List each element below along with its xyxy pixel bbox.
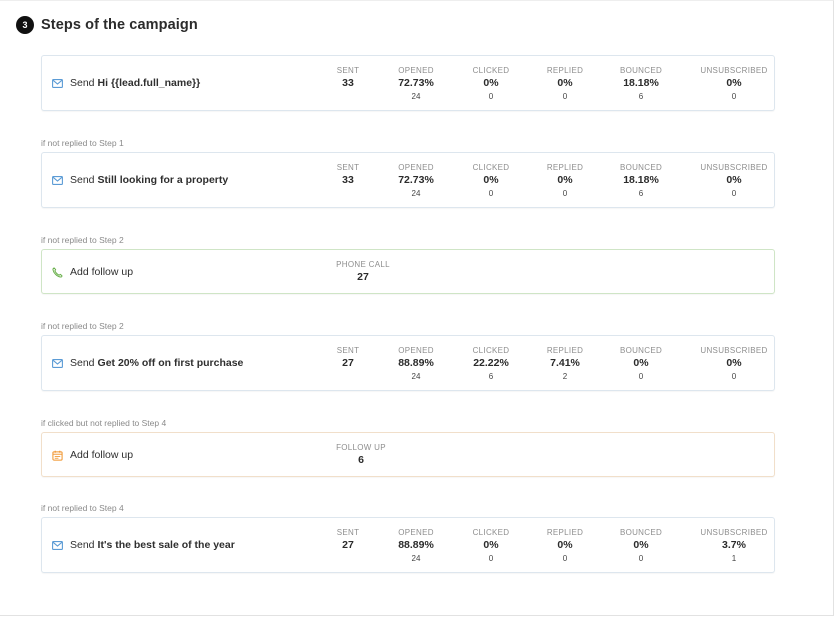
step-1-subject: Hi {{lead.full_name}} (97, 77, 201, 89)
step-card-4[interactable]: Send Get 20% off on first purchase SENT 2… (41, 335, 775, 391)
section-header: 3 Steps of the campaign (16, 16, 198, 34)
follow-up-icon (51, 449, 63, 461)
stat-replied: REPLIED 0% 0 (546, 163, 584, 198)
envelope-icon (51, 539, 63, 551)
step-card-6[interactable]: Send It's the best sale of the year SENT… (41, 517, 775, 573)
step-2-action: Send (70, 174, 95, 186)
step-5-label: Add follow up (51, 449, 133, 461)
step-4-label: Send Get 20% off on first purchase (51, 357, 243, 369)
stat-opened: OPENED 72.73% 24 (398, 66, 434, 101)
step-6-condition: if not replied to Step 4 (41, 503, 124, 513)
stat-clicked: CLICKED 0% 0 (472, 528, 510, 563)
stat-unsubscribed: UNSUBSCRIBED 0% 0 (700, 346, 768, 381)
stat-sent: SENT 33 (336, 66, 360, 89)
stat-phone-call: PHONE CALL 27 (336, 260, 390, 283)
stat-unsubscribed: UNSUBSCRIBED 0% 0 (700, 66, 768, 101)
stat-replied: REPLIED 0% 0 (546, 66, 584, 101)
step-3-label: Add follow up (51, 266, 133, 278)
envelope-icon (51, 77, 63, 89)
stat-clicked: CLICKED 22.22% 6 (472, 346, 510, 381)
stat-clicked: CLICKED 0% 0 (472, 163, 510, 198)
step-card-5[interactable]: Add follow up FOLLOW UP 6 (41, 432, 775, 477)
stat-replied: REPLIED 7.41% 2 (546, 346, 584, 381)
step-4-action: Send (70, 357, 95, 369)
stat-bounced: BOUNCED 18.18% 6 (619, 66, 663, 101)
stat-opened: OPENED 88.89% 24 (398, 346, 434, 381)
stat-clicked: CLICKED 0% 0 (472, 66, 510, 101)
phone-icon (51, 266, 63, 278)
step-4-condition: if not replied to Step 2 (41, 321, 124, 331)
step-5-action: Add follow up (70, 449, 134, 461)
stat-sent: SENT 27 (336, 346, 360, 369)
envelope-icon (51, 357, 63, 369)
stat-opened: OPENED 88.89% 24 (398, 528, 434, 563)
step-3-condition: if not replied to Step 2 (41, 235, 124, 245)
step-1-label: Send Hi {{lead.full_name}} (51, 77, 200, 89)
step-2-subject: Still looking for a property (97, 174, 229, 186)
step-6-subject: It's the best sale of the year (97, 539, 235, 551)
step-1-action: Send (70, 77, 95, 89)
stat-follow-up: FOLLOW UP 6 (336, 443, 386, 466)
stat-bounced: BOUNCED 0% 0 (619, 346, 663, 381)
stat-bounced: BOUNCED 18.18% 6 (619, 163, 663, 198)
step-3-action: Add follow up (70, 266, 134, 278)
stat-sent: SENT 33 (336, 163, 360, 186)
stat-sent: SENT 27 (336, 528, 360, 551)
step-4-subject: Get 20% off on first purchase (97, 357, 244, 369)
stat-unsubscribed: UNSUBSCRIBED 3.7% 1 (700, 528, 768, 563)
stat-unsubscribed: UNSUBSCRIBED 0% 0 (700, 163, 768, 198)
step-2-condition: if not replied to Step 1 (41, 138, 124, 148)
stat-opened: OPENED 72.73% 24 (398, 163, 434, 198)
step-5-condition: if clicked but not replied to Step 4 (41, 418, 167, 428)
step-number-badge: 3 (16, 16, 34, 34)
stat-bounced: BOUNCED 0% 0 (619, 528, 663, 563)
step-card-2[interactable]: Send Still looking for a property SENT 33… (41, 152, 775, 208)
step-6-label: Send It's the best sale of the year (51, 539, 235, 551)
step-card-3[interactable]: Add follow up PHONE CALL 27 (41, 249, 775, 294)
step-2-label: Send Still looking for a property (51, 174, 228, 186)
step-6-action: Send (70, 539, 95, 551)
envelope-icon (51, 174, 63, 186)
step-card-1[interactable]: Send Hi {{lead.full_name}} SENT 33 OPENED… (41, 55, 775, 111)
stat-replied: REPLIED 0% 0 (546, 528, 584, 563)
page-title: Steps of the campaign (41, 17, 198, 33)
